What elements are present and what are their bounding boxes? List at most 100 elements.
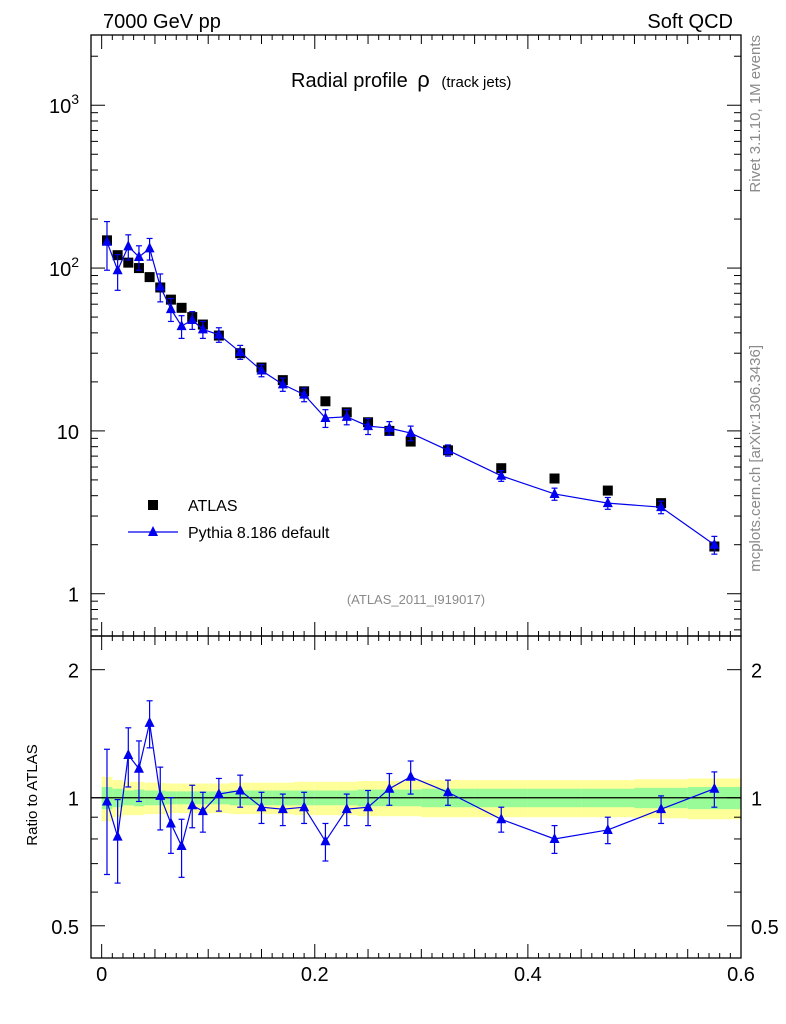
y-tick-label: 102 — [49, 254, 79, 281]
ratio-data-point — [123, 749, 134, 760]
main-title-text: Radial profile — [291, 70, 408, 92]
ratio-data-point — [384, 782, 395, 793]
ratio-data-point — [197, 805, 208, 816]
ratio-panel: 0.5 0.5 1 1 2 2 0 0.2 0.4 0.6 Ratio to ATLAS — [24, 635, 779, 986]
ratio-data-point — [256, 801, 267, 812]
pythia-data-point — [187, 313, 198, 324]
ratio-x-ticks: 0 0.2 0.4 0.6 — [96, 636, 755, 986]
pythia-data-point — [442, 444, 453, 455]
atlas-data-point — [496, 463, 507, 474]
ratio-data-point — [320, 835, 331, 846]
y-tick-label: 1 — [68, 789, 79, 811]
ratio-data-point — [165, 817, 176, 828]
x-tick-label: 0.6 — [727, 964, 755, 986]
pythia-data-point — [549, 487, 560, 498]
ratio-frame — [90, 635, 742, 959]
pythia-line — [106, 241, 715, 546]
pythia-data-point — [144, 242, 155, 253]
pythia-data-point — [101, 235, 112, 246]
main-title-symbol: ρ — [417, 67, 430, 92]
atlas-data-point — [123, 257, 134, 268]
ratio-data-point — [602, 823, 613, 834]
header-right: Soft QCD — [647, 11, 733, 33]
ratio-data-point — [176, 840, 187, 851]
main-frame — [90, 34, 742, 637]
pythia-data-point — [155, 280, 166, 291]
legend-label-pythia: Pythia 8.186 default — [188, 525, 330, 542]
header-left: 7000 GeV pp — [103, 11, 221, 33]
y-tick-label-exp: 3 — [71, 91, 79, 107]
ratio-data-point — [133, 762, 144, 773]
pythia-data-point — [341, 410, 352, 421]
ratio-plot-area — [91, 700, 741, 884]
ratio-y-ticks: 0.5 0.5 1 1 2 2 — [51, 661, 779, 939]
legend-marker-pythia — [148, 526, 158, 536]
y-tick-label: 1 — [68, 585, 79, 607]
ratio-data-point — [213, 788, 224, 799]
pythia-data-point — [213, 328, 224, 339]
ratio-data-point — [101, 795, 112, 806]
atlas-data-point — [602, 485, 613, 496]
ratio-data-point — [144, 716, 155, 727]
ratio-data-point — [496, 813, 507, 824]
ratio-data-point — [549, 832, 560, 843]
pythia-data-point — [299, 388, 310, 399]
pythia-data-point — [384, 422, 395, 433]
ratio-data-point — [235, 784, 246, 795]
pythia-data-point — [112, 264, 123, 275]
main-plot-area — [101, 220, 720, 555]
pythia-data-point — [133, 250, 144, 261]
main-title: Radial profile ρ (track jets) — [291, 67, 511, 92]
y-tick-label: 1 — [751, 789, 762, 811]
analysis-id: (ATLAS_2011_I919017) — [347, 592, 485, 607]
atlas-data-point — [144, 272, 155, 283]
atlas-data-point — [405, 436, 416, 447]
pythia-data-point — [320, 412, 331, 423]
y-tick-label: 2 — [751, 661, 762, 683]
ratio-data-point — [155, 789, 166, 800]
x-tick-label: 0.2 — [301, 964, 329, 986]
atlas-data-point — [549, 473, 560, 484]
ratio-data-point — [277, 803, 288, 814]
y-tick-label: 10 — [57, 422, 79, 444]
pythia-data-point — [363, 420, 374, 431]
pythia-data-point — [405, 427, 416, 438]
side-label-top: Rivet 3.1.10, 1M events — [747, 35, 764, 193]
y-tick-label: 103 — [49, 91, 79, 118]
ratio-data-point — [112, 830, 123, 841]
legend-marker-atlas — [148, 500, 158, 510]
main-title-suffix: (track jets) — [441, 74, 511, 91]
atlas-data-point — [176, 302, 187, 313]
ratio-data-point — [299, 801, 310, 812]
y-tick-label-base: 10 — [49, 96, 71, 118]
ratio-data-point — [656, 803, 667, 814]
pythia-data-point — [496, 469, 507, 480]
legend: ATLAS Pythia 8.186 default — [128, 498, 330, 542]
pythia-data-point — [235, 346, 246, 357]
y-tick-label: 2 — [68, 661, 79, 683]
ratio-data-point — [709, 782, 720, 793]
pythia-data-point — [656, 501, 667, 512]
ratio-data-point — [187, 799, 198, 810]
pythia-data-point — [197, 323, 208, 334]
pythia-data-point — [165, 303, 176, 314]
ratio-data-point — [442, 786, 453, 797]
x-tick-label: 0 — [96, 964, 107, 986]
x-tick-label: 0.4 — [514, 964, 542, 986]
pythia-data-point — [602, 497, 613, 508]
main-x-ticks — [101, 35, 742, 636]
side-label-bottom: mcplots.cern.ch [arXiv:1306.3436] — [747, 345, 764, 572]
legend-label-atlas: ATLAS — [188, 498, 238, 515]
pythia-data-point — [277, 378, 288, 389]
ratio-y-label: Ratio to ATLAS — [24, 744, 41, 845]
pythia-data-point — [256, 364, 267, 375]
y-tick-label: 0.5 — [51, 917, 79, 939]
ratio-data-point — [405, 770, 416, 781]
atlas-data-point — [320, 396, 331, 407]
pythia-data-point — [709, 538, 720, 549]
ratio-line — [106, 722, 715, 848]
y-tick-label-base: 10 — [49, 259, 71, 281]
